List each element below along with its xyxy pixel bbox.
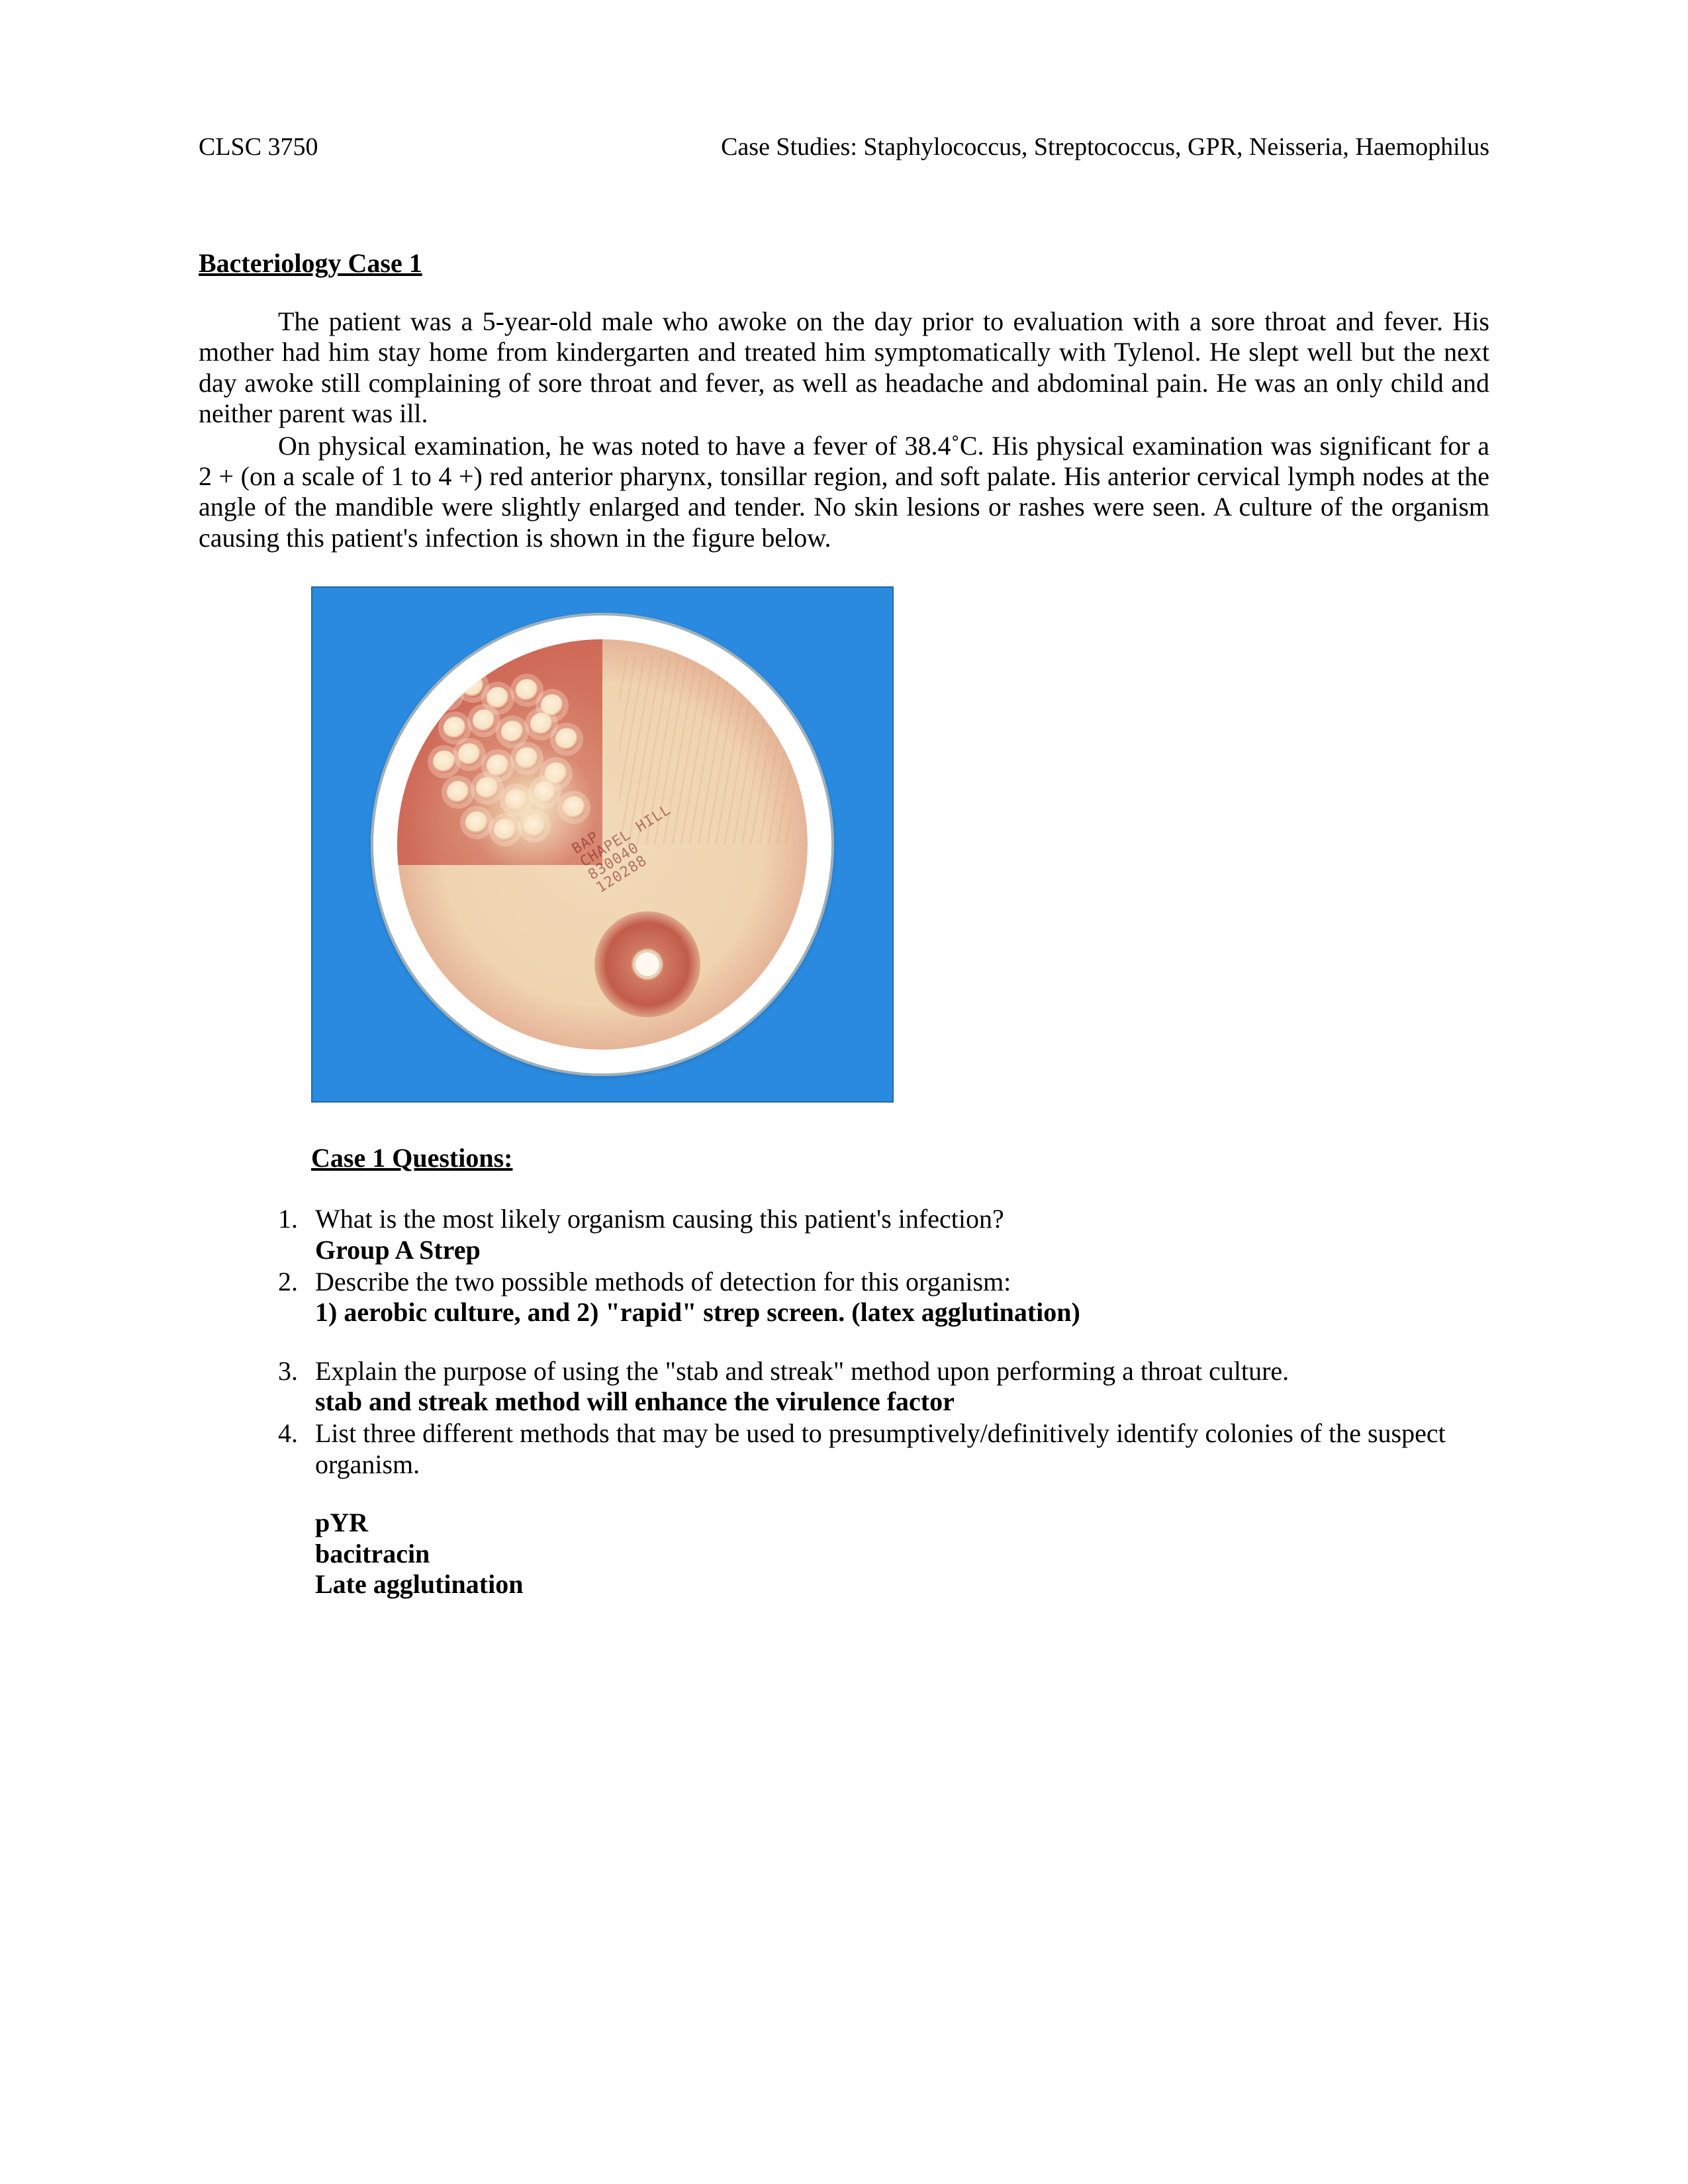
question-item: Explain the purpose of using the "stab a… bbox=[305, 1356, 1489, 1418]
document-title: Case Studies: Staphylococcus, Streptococ… bbox=[721, 132, 1489, 161]
question-item: What is the most likely organism causing… bbox=[305, 1204, 1489, 1265]
question-answer: stab and streak method will enhance the … bbox=[315, 1387, 955, 1416]
case-title: Bacteriology Case 1 bbox=[199, 248, 1489, 279]
questions-list: What is the most likely organism causing… bbox=[245, 1204, 1489, 1480]
document-page: CLSC 3750 Case Studies: Staphylococcus, … bbox=[0, 0, 1688, 2184]
final-answer-line: Late agglutination bbox=[315, 1569, 1489, 1600]
final-answer-line: pYR bbox=[315, 1508, 1489, 1538]
bacitracin-disc-icon bbox=[635, 952, 659, 976]
final-answer-line: bacitracin bbox=[315, 1539, 1489, 1569]
question-answer: 1) aerobic culture, and 2) "rapid" strep… bbox=[315, 1297, 1080, 1327]
question-answer: Group A Strep bbox=[315, 1235, 481, 1265]
question-item: List three different methods that may be… bbox=[305, 1418, 1489, 1480]
agar-surface: BAP CHAPEL HILL 830040 120288 bbox=[397, 639, 808, 1050]
case-paragraph-2: On physical examination, he was noted to… bbox=[199, 431, 1489, 554]
culture-figure-wrap: BAP CHAPEL HILL 830040 120288 bbox=[311, 586, 1489, 1103]
question-prompt: Describe the two possible methods of det… bbox=[315, 1267, 1011, 1297]
question-prompt: Explain the purpose of using the "stab a… bbox=[315, 1356, 1289, 1386]
question-prompt: List three different methods that may be… bbox=[315, 1418, 1446, 1479]
question-prompt: What is the most likely organism causing… bbox=[315, 1204, 1004, 1234]
bacitracin-zone bbox=[594, 911, 700, 1017]
colony-cluster bbox=[422, 664, 602, 852]
question-item: Describe the two possible methods of det… bbox=[305, 1267, 1489, 1328]
questions-heading: Case 1 Questions: bbox=[311, 1142, 1489, 1173]
course-code: CLSC 3750 bbox=[199, 132, 318, 161]
page-header: CLSC 3750 Case Studies: Staphylococcus, … bbox=[199, 132, 1489, 161]
culture-plate-figure: BAP CHAPEL HILL 830040 120288 bbox=[311, 586, 894, 1103]
petri-dish-rim: BAP CHAPEL HILL 830040 120288 bbox=[371, 613, 834, 1076]
case-paragraph-1: The patient was a 5-year-old male who aw… bbox=[199, 306, 1489, 430]
final-answer-block: pYR bacitracin Late agglutination bbox=[315, 1508, 1489, 1600]
